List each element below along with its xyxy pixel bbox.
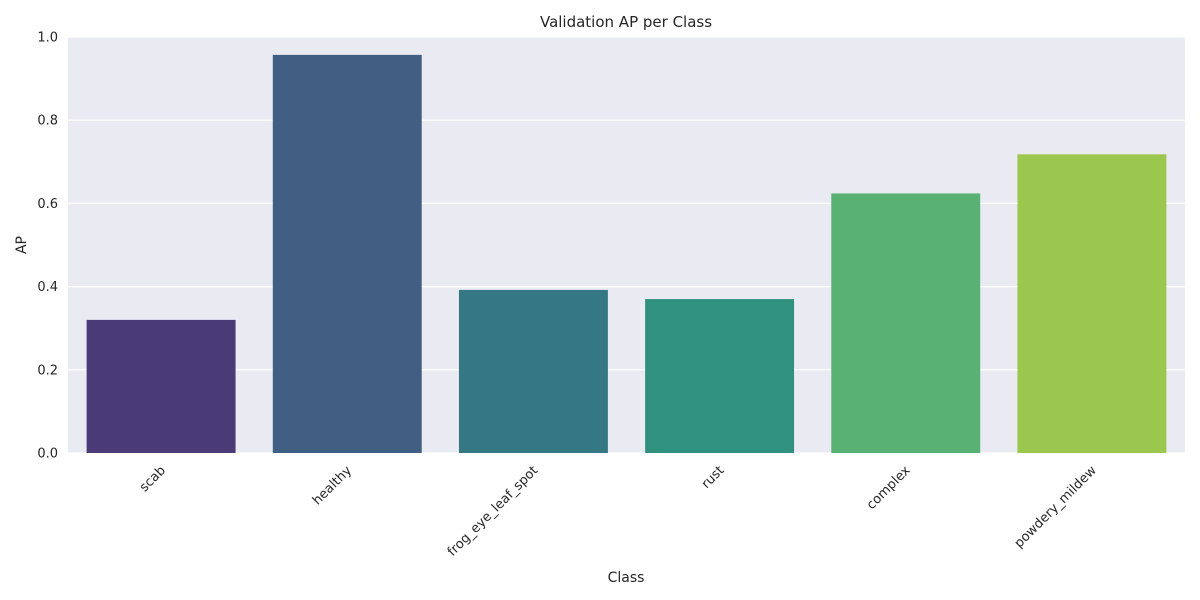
plot-background	[68, 37, 1185, 453]
x-axis-label: Class	[608, 570, 645, 586]
y-tick-label: 0.6	[37, 197, 58, 212]
bar-frog-eye-leaf-spot	[458, 289, 608, 453]
y-tick-label: 0.4	[37, 280, 58, 295]
y-axis-label: AP	[14, 236, 30, 254]
bar-powdery-mildew	[1017, 154, 1167, 453]
x-tick-labels: scab healthy frog_eye_leaf_spot rust complex…	[137, 463, 1100, 560]
bar-scab	[86, 319, 236, 453]
x-tick-label: powdery_mildew	[1012, 463, 1100, 551]
x-tick-label: complex	[864, 463, 914, 513]
bar-rust	[645, 299, 795, 453]
x-tick-label: frog_eye_leaf_spot	[445, 463, 541, 559]
x-tick-label: rust	[699, 463, 728, 492]
bar-complex	[831, 193, 981, 453]
y-tick-label: 1.0	[37, 31, 58, 46]
y-tick-labels: 0.0 0.2 0.4 0.6 0.8 1.0	[37, 31, 58, 462]
y-tick-label: 0.2	[37, 363, 58, 378]
x-tick-label: scab	[137, 463, 169, 495]
bars	[86, 54, 1167, 453]
x-tick-label: healthy	[310, 463, 355, 508]
y-tick-label: 0.8	[37, 114, 58, 129]
chart-title: Validation AP per Class	[540, 13, 712, 31]
bar-healthy	[272, 54, 422, 453]
y-tick-label: 0.0	[37, 447, 58, 462]
grid-lines	[68, 36, 1185, 454]
